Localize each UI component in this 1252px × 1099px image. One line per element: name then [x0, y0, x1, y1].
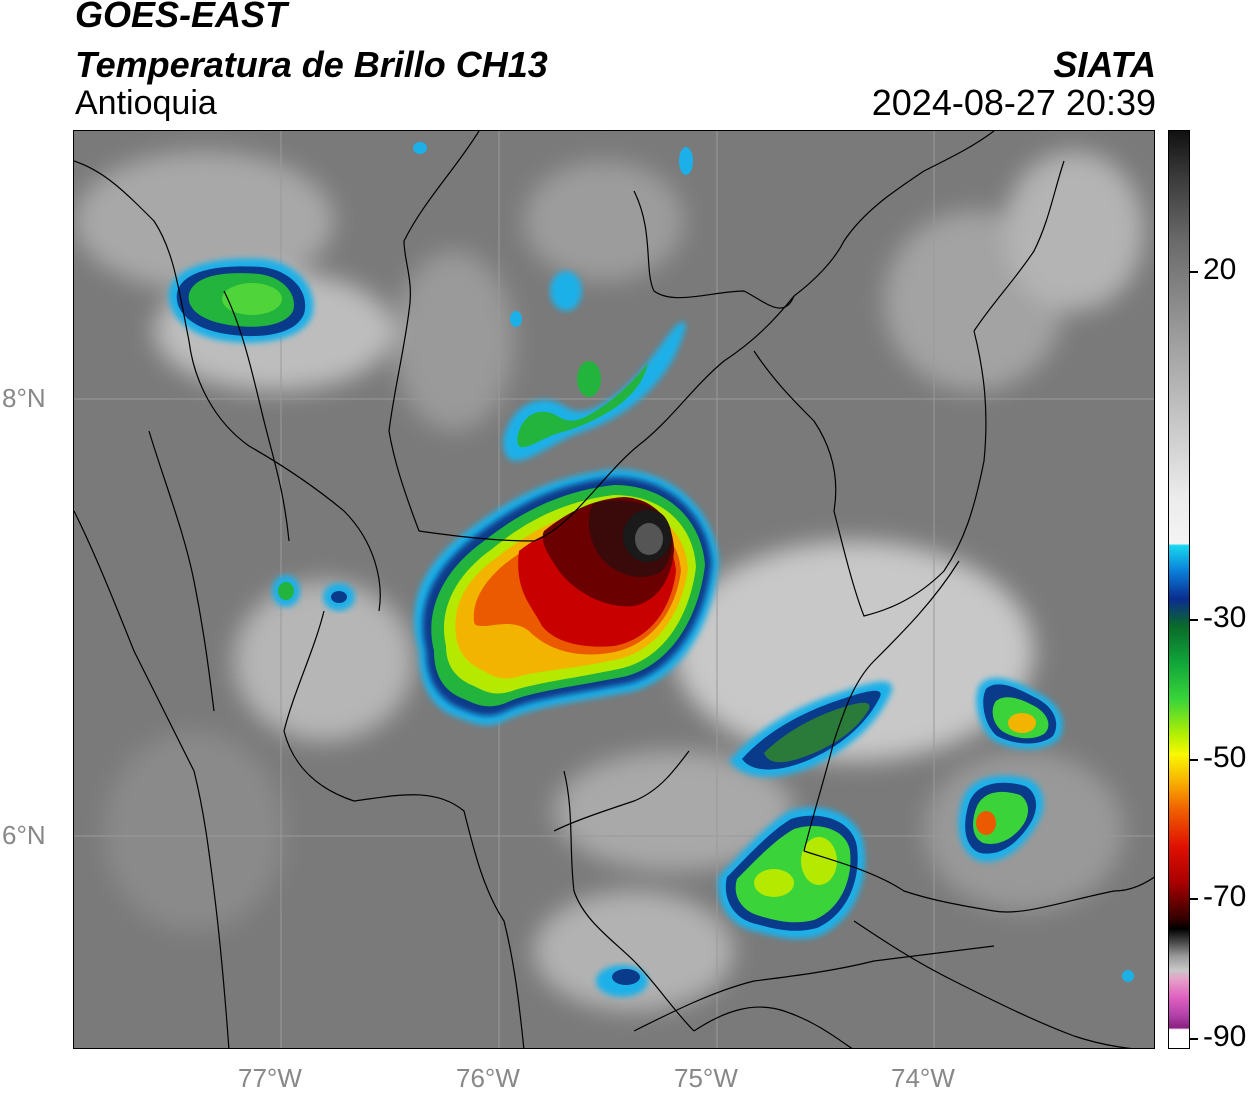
lon-label-75w: 75°W [674, 1063, 738, 1093]
colorbar-label: -50 [1203, 741, 1247, 774]
colorbar-tick [1190, 759, 1198, 761]
colorbar [1168, 130, 1190, 1049]
colorbar-tick [1190, 898, 1198, 900]
lon-label-74w: 74°W [891, 1063, 955, 1093]
political-borders [74, 131, 1154, 1048]
colorbar-tick [1190, 271, 1198, 273]
lon-label-77w: 77°W [238, 1063, 302, 1093]
lat-label-8n: 8°N [2, 383, 46, 413]
west-small-cells [272, 575, 355, 611]
colorbar-tick [1190, 1038, 1198, 1040]
organization-label: SIATA [1053, 44, 1156, 85]
datetime-label: 2024-08-27 20:39 [871, 82, 1156, 123]
lon-label-76w: 76°W [456, 1063, 520, 1093]
product-title: Temperatura de Brillo CH13 [75, 44, 548, 85]
northwest-storm-cell [168, 258, 314, 343]
south-small-cells [596, 965, 1134, 997]
colorbar-label: -30 [1203, 601, 1247, 634]
satellite-title: GOES-EAST [75, 0, 288, 35]
east-storm-cells [958, 677, 1063, 862]
lat-label-6n: 6°N [2, 820, 46, 850]
colorbar-label: 20 [1203, 253, 1237, 286]
northern-line-cells-core [413, 142, 693, 448]
east-central-cell [729, 681, 893, 777]
colorbar-label: -70 [1203, 880, 1247, 913]
colorbar-tick [1190, 619, 1198, 621]
south-central-cell [718, 807, 865, 939]
colorbar-label: -90 [1203, 1020, 1247, 1053]
region-label: Antioquia [75, 84, 217, 122]
main-storm-cell [414, 469, 719, 726]
map-canvas [74, 131, 1154, 1048]
satellite-map[interactable] [73, 130, 1155, 1049]
